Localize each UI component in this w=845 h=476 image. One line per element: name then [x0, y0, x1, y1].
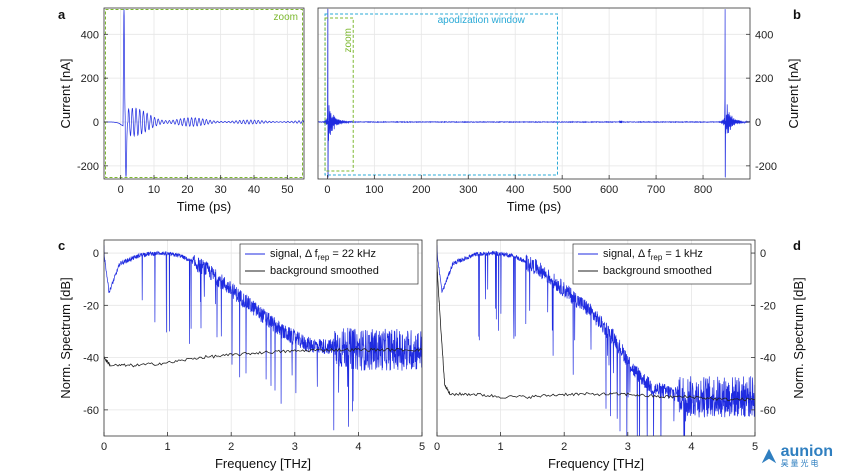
y-tick-label: 0	[755, 117, 761, 129]
x-tick-label: 500	[553, 184, 571, 196]
y-tick-label: -40	[760, 353, 776, 365]
legend-entry-1: background smoothed	[603, 265, 712, 277]
x-tick-label: 1	[165, 441, 171, 453]
x-tick-label: 40	[248, 184, 260, 196]
axes-frame	[436, 239, 756, 437]
x-tick-label: 600	[600, 184, 618, 196]
panel-letter: d	[793, 238, 801, 253]
panel-c: 0 1 2 3 4 5 -60 -40 -20 0 Frequency [THz] Norm. Spe…	[58, 238, 425, 471]
x-tick-label: 700	[647, 184, 665, 196]
y-tick-label: 0	[760, 248, 766, 260]
x-tick-label: 4	[688, 441, 694, 453]
y-axis-label: Norm. Spectrum [dB]	[791, 277, 806, 398]
y-tick-label: -40	[83, 353, 99, 365]
legend-entry-1: background smoothed	[270, 265, 379, 277]
panel-a: zoom 0 10 20 30 40 50 -200 0 200 400 Time (ps) Curre…	[58, 7, 305, 214]
x-tick-label: 5	[419, 441, 425, 453]
panel-letter: b	[793, 7, 801, 22]
y-tick-label: -60	[83, 405, 99, 417]
y-tick-label: -20	[760, 300, 776, 312]
x-tick-label: 400	[506, 184, 524, 196]
plot-area	[318, 8, 750, 178]
y-tick-label: -200	[755, 161, 777, 173]
x-tick-label: 3	[292, 441, 298, 453]
plot-area	[437, 245, 755, 436]
x-tick-label: 800	[694, 184, 712, 196]
plot-area	[104, 245, 422, 431]
x-tick-label: 200	[412, 184, 430, 196]
x-tick-label: 30	[215, 184, 227, 196]
y-tick-label: 0	[93, 117, 99, 129]
legend-main: signal, Δ f	[603, 248, 652, 260]
zoom-label: zoom	[274, 12, 298, 23]
x-tick-label: 10	[148, 184, 160, 196]
legend-box	[239, 243, 419, 285]
y-axis-label: Current [nA]	[58, 58, 73, 128]
legend-tail: = 1 kHz	[662, 248, 703, 260]
apodization-window-label: apodization window	[438, 15, 526, 26]
series-line-1	[437, 265, 755, 402]
x-tick-label: 5	[752, 441, 758, 453]
plot-area	[104, 9, 304, 177]
x-tick-label: 4	[355, 441, 361, 453]
legend-main: signal, Δ f	[270, 248, 319, 260]
panel-b: apodization window zoom 0 100 200 300 400 500 60…	[317, 7, 801, 214]
x-axis-label: Time (ps)	[177, 199, 231, 214]
panel-letter: c	[58, 238, 65, 253]
x-tick-label: 1	[498, 441, 504, 453]
brand-name: aunion	[780, 443, 833, 460]
y-tick-label: -200	[77, 161, 99, 173]
axes-frame	[317, 7, 751, 180]
x-axis-label: Frequency [THz]	[215, 456, 311, 471]
series-line-1	[104, 347, 422, 368]
y-axis-label: Norm. Spectrum [dB]	[58, 277, 73, 398]
x-tick-label: 20	[181, 184, 193, 196]
panel-letter: a	[58, 7, 66, 22]
y-tick-label: -60	[760, 405, 776, 417]
y-tick-label: -20	[83, 300, 99, 312]
axes-frame	[103, 239, 423, 437]
zoom-label-rotated: zoom	[343, 28, 354, 52]
x-tick-label: 300	[459, 184, 477, 196]
x-tick-label: 100	[365, 184, 383, 196]
legend-box	[572, 243, 752, 285]
legend: signal, Δ frep = 22 kHz background smooth…	[239, 243, 419, 285]
series-line-0	[104, 245, 422, 431]
x-axis-label: Frequency [THz]	[548, 456, 644, 471]
x-tick-label: 2	[228, 441, 234, 453]
legend-entry-0: signal, Δ frep = 1 kHz	[603, 248, 703, 262]
x-tick-label: 3	[625, 441, 631, 453]
y-axis-label: Current [nA]	[786, 58, 801, 128]
x-tick-label: 50	[281, 184, 293, 196]
panel-d: 0 1 2 3 4 5 -60 -40 -20 0 Frequency [THz] Norm. Spe…	[434, 238, 806, 471]
y-tick-label: 200	[81, 73, 99, 85]
series-line-0	[437, 245, 755, 436]
legend-tail: = 22 kHz	[329, 248, 376, 260]
aunion-logo-icon	[761, 448, 776, 464]
apodization-window-box	[324, 13, 558, 176]
x-axis-label: Time (ps)	[507, 199, 561, 214]
x-tick-label: 2	[561, 441, 567, 453]
series-line-0	[318, 8, 750, 178]
legend-subscript: rep	[651, 253, 663, 262]
y-tick-label: 400	[81, 29, 99, 41]
x-tick-label: 0	[434, 441, 440, 453]
brand-text: aunion 昊量光电	[781, 444, 833, 468]
brand-subtitle: 昊量光电	[780, 459, 821, 468]
x-tick-label: 0	[324, 184, 330, 196]
y-tick-label: 200	[755, 73, 773, 85]
zoom-window-box	[324, 17, 354, 172]
y-tick-label: 0	[93, 248, 99, 260]
legend-entry-0: signal, Δ frep = 22 kHz	[270, 248, 376, 262]
axes-frame	[103, 7, 305, 180]
legend-subscript: rep	[318, 253, 330, 262]
series-line-0	[104, 9, 304, 177]
legend: signal, Δ frep = 1 kHz background smoothe…	[572, 243, 752, 285]
x-tick-label: 0	[118, 184, 124, 196]
zoom-frame	[105, 9, 303, 178]
y-tick-label: 400	[755, 29, 773, 41]
brand-logo: aunion 昊量光电	[760, 444, 833, 468]
x-tick-label: 0	[101, 441, 107, 453]
